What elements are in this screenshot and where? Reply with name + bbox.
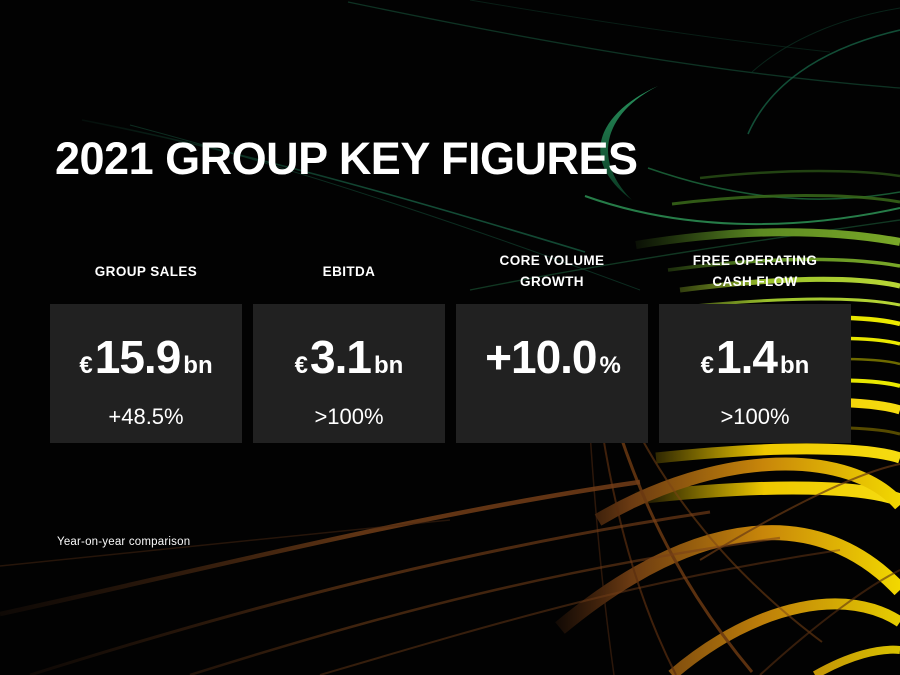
metric-unit: bn xyxy=(373,352,404,379)
metric-card: €1.4 bn >100% xyxy=(659,304,851,443)
metric-value: €3.1 bn xyxy=(253,332,445,394)
footnote: Year-on-year comparison xyxy=(57,536,191,548)
metric-subvalue: >100% xyxy=(314,404,384,429)
metric-column-free-operating-cash-flow: FREE OPERATING CASH FLOW €1.4 bn >100% xyxy=(659,252,851,443)
metric-number: 15.9 xyxy=(94,331,182,383)
metric-value: €15.9 bn xyxy=(50,332,242,394)
metric-label: FREE OPERATING CASH FLOW xyxy=(692,253,818,289)
metric-number: +10.0 xyxy=(485,331,597,383)
metric-label: CORE VOLUME GROWTH xyxy=(499,253,605,289)
slide-title: 2021 GROUP KEY FIGURES xyxy=(55,133,638,184)
currency-symbol: € xyxy=(294,352,309,379)
metric-label: GROUP SALES xyxy=(94,263,198,279)
metric-subvalue xyxy=(456,404,648,430)
metric-number: 1.4 xyxy=(716,331,778,383)
currency-symbol: € xyxy=(79,352,93,379)
metric-card: €15.9 bn +48.5% xyxy=(50,304,242,443)
metric-subvalue: +48.5% xyxy=(108,404,184,429)
metric-unit: bn xyxy=(779,352,810,379)
metric-column-group-sales: GROUP SALES €15.9 bn +48.5% xyxy=(50,252,242,443)
metric-number: 3.1 xyxy=(310,331,372,383)
metrics-grid: GROUP SALES €15.9 bn +48.5% EBITDA €3.1 bn… xyxy=(50,252,851,443)
metric-unit: % xyxy=(599,352,621,379)
metric-label: EBITDA xyxy=(322,263,376,279)
metric-value: €1.4 bn xyxy=(659,332,851,394)
metric-column-ebitda: EBITDA €3.1 bn >100% xyxy=(253,252,445,443)
metric-card: +10.0% xyxy=(456,304,648,443)
metric-card: €3.1 bn >100% xyxy=(253,304,445,443)
currency-symbol: € xyxy=(700,352,715,379)
metric-column-core-volume-growth: CORE VOLUME GROWTH +10.0% xyxy=(456,252,648,443)
metric-unit: bn xyxy=(183,352,213,379)
metric-value: +10.0% xyxy=(456,332,648,394)
metric-subvalue: >100% xyxy=(720,404,790,429)
